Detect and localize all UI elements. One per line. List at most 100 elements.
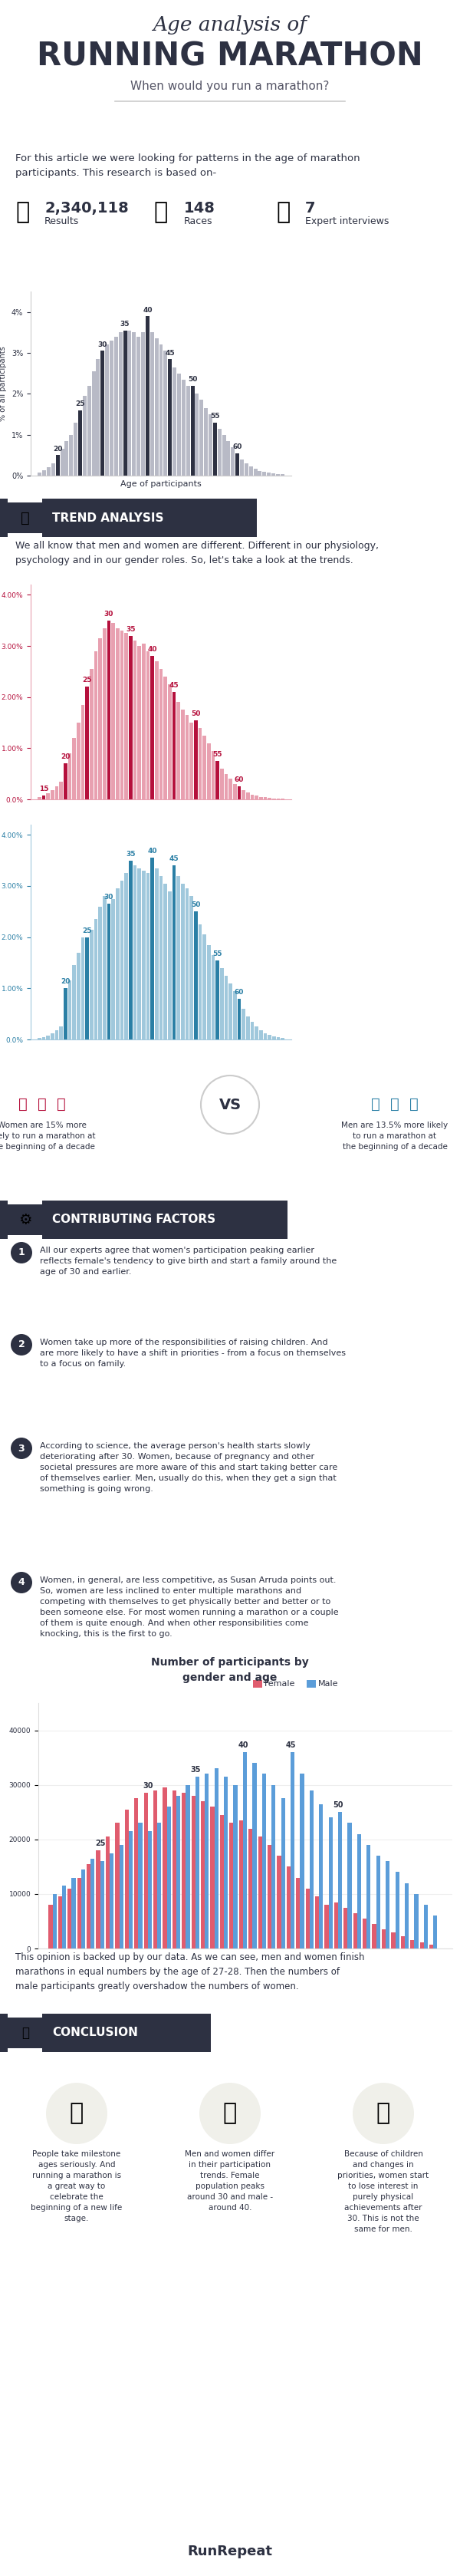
Text: CONCLUSION: CONCLUSION <box>52 2027 138 2038</box>
Bar <box>172 693 176 799</box>
Text: 🏃: 🏃 <box>153 201 167 224</box>
Text: 25: 25 <box>82 927 92 935</box>
Bar <box>101 350 104 477</box>
Bar <box>62 1886 66 1947</box>
Bar <box>272 1036 276 1041</box>
Bar <box>319 1803 323 1947</box>
Bar <box>163 884 167 1041</box>
Bar <box>94 652 98 799</box>
Bar <box>267 474 271 477</box>
Bar <box>242 1010 245 1041</box>
Text: 55: 55 <box>213 752 222 757</box>
Bar <box>87 386 91 477</box>
Bar <box>328 1819 333 1947</box>
Text: Women, in general, are less competitive, as Susan Arruda points out.
So, women a: Women, in general, are less competitive,… <box>40 1577 339 1638</box>
Bar <box>163 677 167 799</box>
Bar <box>68 981 72 1041</box>
Bar <box>259 1030 263 1041</box>
X-axis label: Age of participants: Age of participants <box>121 479 201 487</box>
Bar <box>58 1896 62 1947</box>
Bar <box>159 345 163 477</box>
Bar <box>296 1878 300 1947</box>
Bar <box>237 786 241 799</box>
Bar <box>395 1873 399 1947</box>
Bar <box>142 871 145 1041</box>
Text: Men are 13.5% more likely
to run a marathon at
the beginning of a decade: Men are 13.5% more likely to run a marat… <box>341 1121 448 1151</box>
Bar <box>90 930 93 1041</box>
Text: 148: 148 <box>184 201 215 216</box>
Bar <box>42 796 46 799</box>
Bar <box>42 471 46 477</box>
Bar <box>167 1806 171 1947</box>
Bar <box>195 394 199 477</box>
Bar <box>211 956 215 1041</box>
Bar <box>376 1855 380 1947</box>
Bar <box>236 453 239 477</box>
Bar <box>177 876 180 1041</box>
Text: 25: 25 <box>82 677 92 683</box>
Text: 30: 30 <box>104 611 114 618</box>
Bar <box>207 742 211 799</box>
Bar <box>177 703 180 799</box>
Bar <box>382 1929 386 1947</box>
Bar <box>258 471 262 477</box>
Bar <box>138 868 141 1041</box>
Text: 35: 35 <box>126 850 135 858</box>
Bar <box>182 379 185 477</box>
Text: 40: 40 <box>148 848 157 855</box>
Bar <box>157 1824 161 1947</box>
Text: 🚺: 🚺 <box>57 1097 66 1113</box>
Bar <box>68 1888 72 1947</box>
Bar <box>244 464 248 477</box>
Bar <box>255 1028 259 1041</box>
Circle shape <box>199 2084 261 2143</box>
Text: 35: 35 <box>190 1765 201 1772</box>
Bar <box>243 1752 247 1947</box>
Bar <box>367 1844 371 1947</box>
Text: VS: VS <box>219 1097 241 1113</box>
Bar <box>300 1775 304 1947</box>
Text: 1: 1 <box>18 1247 25 1257</box>
Bar <box>120 881 124 1041</box>
Text: 🚹: 🚹 <box>409 1097 419 1113</box>
Bar <box>253 469 257 477</box>
Bar <box>271 1785 276 1947</box>
Bar <box>138 1824 142 1947</box>
Bar <box>401 1937 405 1947</box>
Bar <box>268 1036 271 1041</box>
Text: 👔: 👔 <box>276 201 290 224</box>
Bar <box>190 386 195 477</box>
Bar <box>60 448 64 477</box>
Text: 30: 30 <box>104 894 114 902</box>
Bar <box>8 502 42 533</box>
Bar <box>198 925 202 1041</box>
Bar <box>115 1824 119 1947</box>
Bar <box>78 410 82 477</box>
Bar <box>124 873 128 1041</box>
Bar <box>129 636 132 799</box>
Bar <box>81 706 85 799</box>
Bar <box>155 868 159 1041</box>
Bar <box>155 337 158 477</box>
Bar <box>163 1788 167 1947</box>
Bar <box>208 415 213 477</box>
Bar <box>59 1028 63 1041</box>
Bar <box>246 1018 250 1041</box>
Bar <box>176 1795 180 1947</box>
Bar <box>181 711 184 799</box>
Bar <box>146 873 150 1041</box>
Bar <box>42 500 257 536</box>
Bar <box>291 1752 294 1947</box>
Bar <box>224 976 228 1041</box>
Text: Distribution of age: Distribution of age <box>329 299 430 309</box>
Text: 50: 50 <box>191 902 201 909</box>
Bar <box>218 428 221 477</box>
Text: 📋: 📋 <box>15 201 29 224</box>
Bar <box>229 984 232 1041</box>
Bar <box>56 456 59 477</box>
Text: Male: Male <box>318 1680 339 1687</box>
Bar <box>123 330 127 477</box>
Bar <box>74 422 78 477</box>
Bar <box>137 337 140 477</box>
Bar <box>146 317 150 477</box>
